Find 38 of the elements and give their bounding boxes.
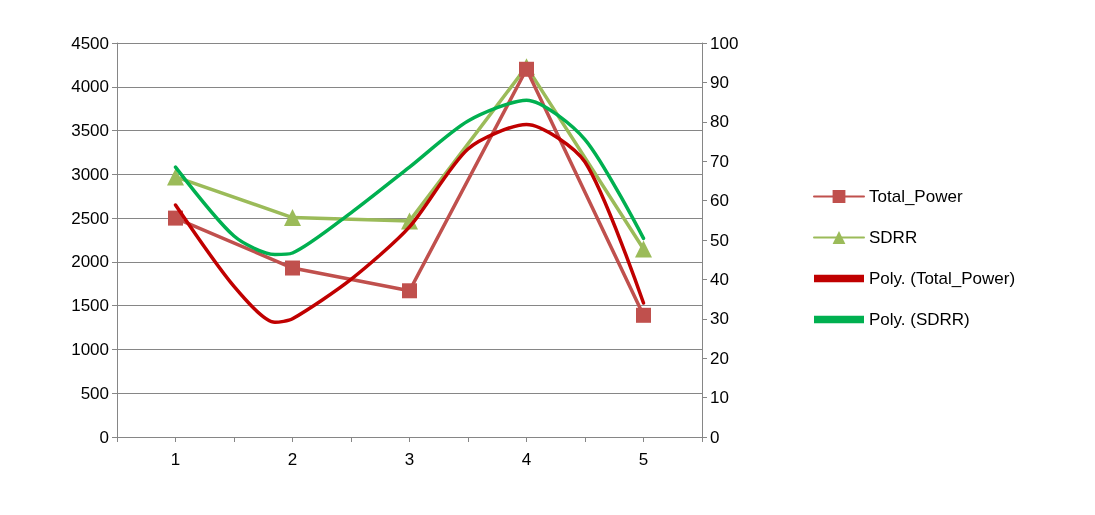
y2-tick-label: 70 <box>710 151 729 171</box>
y-tick-label: 0 <box>99 427 109 447</box>
y2-tick-label: 30 <box>710 309 729 329</box>
legend-label: Poly. (Total_Power) <box>869 269 1016 288</box>
point <box>285 260 300 276</box>
point <box>168 210 183 226</box>
y2-tick-label: 50 <box>710 230 729 250</box>
x-tick-label: 3 <box>404 450 415 469</box>
y2-tick-label: 20 <box>710 348 729 368</box>
x-tick-label: 4 <box>521 450 532 469</box>
y-tick-label: 3500 <box>71 121 109 141</box>
legend-label: Poly. (SDRR) <box>869 310 970 329</box>
x-tick-label: 2 <box>287 450 298 469</box>
y-tick-label: 1500 <box>71 296 109 316</box>
point <box>635 240 652 258</box>
legend-label: SDRR <box>869 228 918 247</box>
point <box>284 209 301 227</box>
y2-tick-label: 80 <box>710 112 729 132</box>
x-tick-label: 5 <box>638 450 649 469</box>
x-tick-label: 1 <box>170 450 181 469</box>
y-tick-label: 4500 <box>71 33 109 53</box>
y2-tick-label: 100 <box>710 33 739 53</box>
y2-tick-label: 10 <box>710 388 729 408</box>
y-tick-label: 1000 <box>71 339 109 359</box>
legend-label: Total_Power <box>869 187 963 206</box>
line-series <box>173 122 646 325</box>
y2-tick-label: 60 <box>710 191 729 211</box>
y-tick-label: 500 <box>80 383 109 403</box>
point <box>636 307 651 323</box>
y-tick-label: 3000 <box>71 164 109 184</box>
y2-tick-label: 90 <box>710 72 729 92</box>
y2-tick-label: 0 <box>710 427 720 447</box>
y-tick-label: 2500 <box>71 208 109 228</box>
point <box>402 283 417 299</box>
y2-tick-label: 40 <box>710 269 729 289</box>
y-tick-label: 2000 <box>71 252 109 272</box>
point <box>167 168 184 186</box>
y-tick-label: 4000 <box>71 77 109 97</box>
